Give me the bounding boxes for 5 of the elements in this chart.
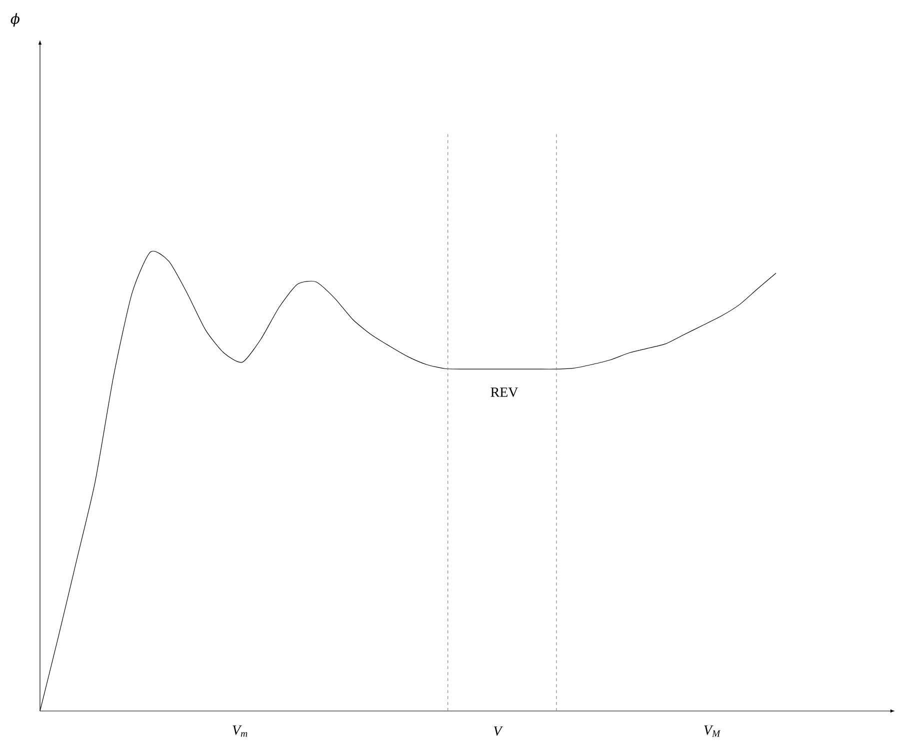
text: V$_{M}$ <box>704 725 721 737</box>
annotation: REV <box>490 388 518 397</box>
text: ϕ <box>10 13 20 27</box>
text: V$_{m}$ <box>232 725 248 737</box>
text: V <box>494 726 504 736</box>
